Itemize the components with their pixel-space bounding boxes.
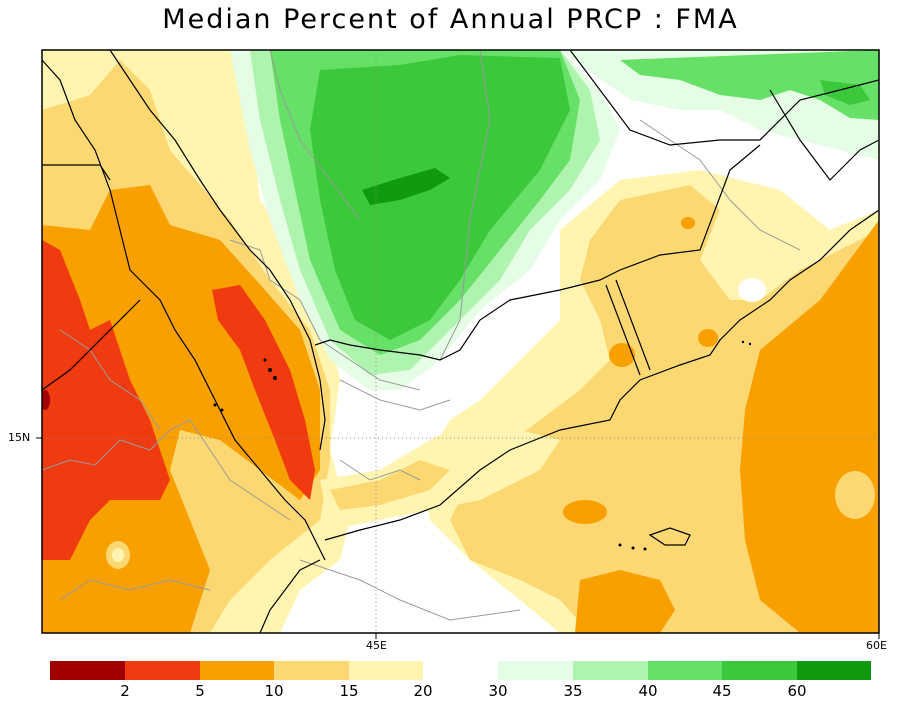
field-45-60-ne xyxy=(820,80,870,105)
precip-field xyxy=(42,50,879,633)
colorbar xyxy=(50,661,871,680)
colorbar-label: 60 xyxy=(787,682,807,700)
lon-label-60e: 60E xyxy=(866,639,887,652)
coastlines xyxy=(42,50,879,633)
colorbar-label: 40 xyxy=(638,682,658,700)
field-15-20-hole xyxy=(112,548,124,562)
colorbar-swatch-gt60 xyxy=(797,661,871,680)
field-5-10-spot2 xyxy=(698,329,718,347)
field-5-10-spot3 xyxy=(681,217,695,229)
colorbar-swatch-10-15 xyxy=(274,661,349,680)
borders xyxy=(42,50,801,621)
colorbar-swatch-5-10 xyxy=(200,661,274,680)
colorbar-label: 5 xyxy=(195,682,205,700)
field-40-45-ne xyxy=(620,50,879,120)
field-10-15-yemen xyxy=(330,460,450,510)
colorbar-label: 30 xyxy=(488,682,508,700)
field-2-5-west xyxy=(42,240,170,560)
colorbar-swatch-15-20 xyxy=(349,661,423,680)
map-frame xyxy=(41,49,880,634)
field-20-30-hole xyxy=(738,278,766,302)
field-5-10-west xyxy=(42,185,320,633)
colorbar-label: 45 xyxy=(712,682,732,700)
colorbar-swatch-45-60 xyxy=(722,661,797,680)
colorbar-swatch-40-45 xyxy=(648,661,722,680)
field-lt2-spot xyxy=(42,390,50,410)
colorbar-swatch-lt2 xyxy=(50,661,125,680)
map-title: Median Percent of Annual PRCP : FMA xyxy=(162,4,739,35)
islands xyxy=(213,340,752,551)
colorbar-label: 2 xyxy=(120,682,130,700)
field-2-5-ridge xyxy=(212,285,315,500)
colorbar-label: 35 xyxy=(563,682,583,700)
field-5-10-spot1 xyxy=(609,343,635,367)
field-5-10-spot5 xyxy=(788,577,808,593)
colorbar-swatch-30-35 xyxy=(498,661,573,680)
colorbar-swatch-2-5 xyxy=(125,661,200,680)
lat-label-15n: 15N xyxy=(8,431,31,444)
field-10-15-hole2 xyxy=(835,471,875,519)
colorbar-label: 15 xyxy=(339,682,359,700)
colorbar-label: 10 xyxy=(264,682,284,700)
field-5-10-spot4 xyxy=(563,500,607,524)
field-gt60-north xyxy=(362,168,450,205)
field-5-10-socotra xyxy=(575,570,675,633)
colorbar-swatch-35-40 xyxy=(573,661,648,680)
colorbar-label: 20 xyxy=(413,682,433,700)
field-5-10-east xyxy=(740,220,879,633)
lon-label-45e: 45E xyxy=(366,639,387,652)
field-45-60-north xyxy=(310,55,570,340)
